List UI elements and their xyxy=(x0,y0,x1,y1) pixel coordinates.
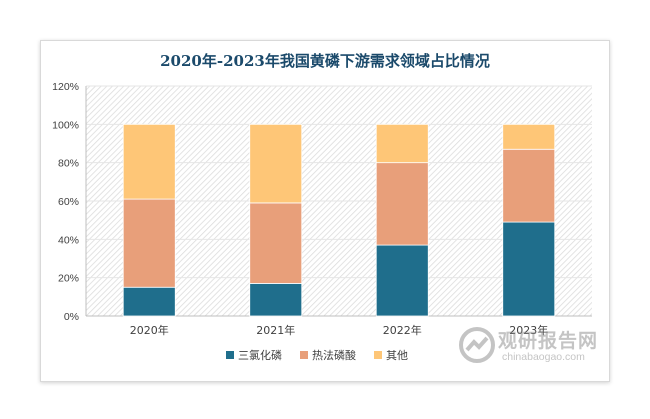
legend-label: 热法磷酸 xyxy=(312,348,356,362)
bar-segment xyxy=(249,123,303,204)
bar-segment xyxy=(375,162,429,246)
bar-segment xyxy=(375,123,429,164)
watermark: 观研报告网 chinabaogao.com xyxy=(446,318,616,374)
chart-title: 2020年-2023年我国黄磷下游需求领域占比情况 xyxy=(160,52,490,70)
y-tick-label: 0% xyxy=(64,311,79,323)
bars xyxy=(122,123,556,317)
watermark-logo-icon xyxy=(459,327,495,363)
bar-segment xyxy=(502,221,556,317)
bar-segment xyxy=(122,198,176,288)
watermark-url: chinabaogao.com xyxy=(502,351,585,363)
bar-segment xyxy=(122,123,176,200)
bar-segment xyxy=(249,202,303,284)
bar-segment xyxy=(502,123,556,150)
bar-segment xyxy=(375,244,429,317)
bar-segment xyxy=(249,283,303,317)
y-tick-label: 100% xyxy=(52,119,79,131)
bar-segment xyxy=(122,286,176,317)
x-tick-label: 2020年 xyxy=(130,323,169,337)
legend-swatch xyxy=(374,351,382,359)
legend: 三氯化磷 热法磷酸 其他 xyxy=(226,348,408,362)
x-tick-label: 2021年 xyxy=(256,323,295,337)
y-tick-label: 120% xyxy=(52,81,79,93)
x-axis-ticks: 2020年 2021年 2022年 2023年 xyxy=(130,323,549,337)
y-tick-label: 20% xyxy=(58,273,79,285)
bar-segment xyxy=(502,148,556,223)
legend-swatch xyxy=(300,351,308,359)
watermark-name: 观研报告网 xyxy=(498,330,599,352)
legend-label: 三氯化磷 xyxy=(238,348,282,362)
y-axis-ticks: 0% 20% 40% 60% 80% 100% 120% xyxy=(52,81,79,323)
x-tick-label: 2023年 xyxy=(509,323,548,337)
legend-swatch xyxy=(226,351,234,359)
y-tick-label: 60% xyxy=(58,196,79,208)
x-tick-label: 2022年 xyxy=(383,323,422,337)
y-tick-label: 40% xyxy=(58,234,79,246)
legend-label: 其他 xyxy=(386,349,408,362)
y-tick-label: 80% xyxy=(58,158,79,170)
